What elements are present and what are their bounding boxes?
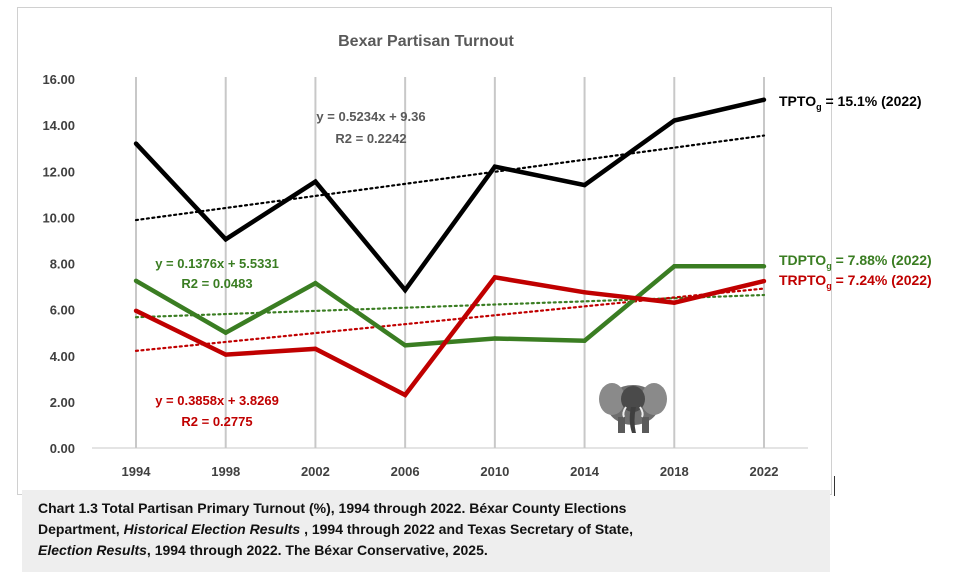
tpto-data-point: [133, 141, 139, 146]
tdpto-trendline: [134, 293, 766, 319]
elephant-image: [599, 383, 667, 433]
tdpto-data-point: [313, 280, 318, 286]
trpto-series-line: [135, 274, 765, 398]
tdpto-data-point: [582, 338, 587, 343]
trpto-data-point: [223, 352, 228, 357]
x-tick-label: 2014: [570, 464, 600, 479]
tdpto-trend-r2: R2 = 0.0483: [181, 276, 252, 291]
tdpto-trend-equation: y = 0.1376x + 5.5331: [155, 256, 279, 271]
trpto-data-point: [313, 346, 318, 352]
y-tick-label: 6.00: [50, 303, 75, 318]
trpto-trendline: [134, 287, 766, 352]
trpto-data-point: [133, 308, 139, 313]
chart-caption: Chart 1.3 Total Partisan Primary Turnout…: [22, 490, 830, 572]
x-tick-label: 1998: [211, 464, 240, 479]
x-tick-label: 2010: [480, 464, 509, 479]
tpto-data-point: [402, 287, 408, 293]
tpto-callout: TPTOg = 15.1% (2022): [779, 93, 922, 112]
x-tick-label: 1994: [122, 464, 152, 479]
x-tick-label: 2006: [391, 464, 420, 479]
x-tick-label: 2018: [660, 464, 689, 479]
tpto-trend-equation: y = 0.5234x + 9.36: [316, 109, 425, 124]
tpto-data-point: [582, 182, 587, 188]
y-tick-label: 8.00: [50, 257, 75, 272]
tpto-data-point: [492, 164, 498, 169]
y-tick-label: 10.00: [42, 210, 75, 225]
chart-title: Bexar Partisan Turnout: [338, 33, 514, 50]
tdpto-data-point: [223, 330, 228, 335]
x-axis-ticks: 1994 1998 2002 2006 2010 2014 2018 2022: [122, 464, 779, 479]
trpto-data-point: [402, 392, 408, 398]
caption-line-1: Chart 1.3 Total Partisan Primary Turnout…: [38, 500, 627, 516]
tdpto-series-line: [134, 264, 764, 348]
caption-line-3: Election Results, 1994 through 2022. The…: [38, 542, 488, 558]
y-tick-label: 16.00: [42, 72, 75, 87]
trpto-data-point: [492, 275, 498, 280]
tpto-data-point: [672, 118, 677, 123]
tdpto-data-point: [402, 343, 408, 348]
y-axis-ticks: 0.00 2.00 4.00 6.00 8.00 10.00 12.00 14.00 16.00: [42, 72, 75, 456]
tpto-data-point: [313, 179, 318, 184]
tpto-data-point: [761, 97, 767, 102]
trpto-data-point: [672, 300, 677, 305]
y-tick-label: 12.00: [42, 164, 75, 179]
trpto-callout: TRPTOg = 7.24% (2022): [779, 272, 932, 291]
trpto-trend-r2: R2 = 0.2775: [181, 414, 252, 429]
tdpto-callout: TDPTOg = 7.88% (2022): [779, 252, 932, 271]
trendlines: [134, 134, 766, 352]
trpto-trend-equation: y = 0.3858x + 3.8269: [155, 393, 279, 408]
y-tick-label: 14.00: [42, 118, 75, 133]
y-tick-label: 0.00: [50, 441, 75, 456]
tdpto-data-point: [672, 264, 677, 269]
tpto-trend-r2: R2 = 0.2242: [335, 131, 406, 146]
series-lines: [133, 97, 767, 398]
tdpto-data-point: [133, 278, 139, 283]
x-tick-label: 2002: [301, 464, 330, 479]
y-tick-label: 2.00: [50, 395, 75, 410]
x-tick-label: 2022: [750, 464, 779, 479]
tpto-series-line: [134, 97, 765, 294]
trpto-data-point: [582, 290, 587, 295]
y-tick-label: 4.00: [50, 349, 75, 364]
grid-layer: [92, 77, 808, 449]
tdpto-data-point: [492, 336, 498, 341]
tpto-data-point: [223, 237, 228, 242]
tdpto-data-point: [761, 264, 767, 269]
caption-line-2: Department, Historical Election Results …: [38, 521, 633, 537]
chart-frame: [17, 7, 832, 495]
tpto-trendline: [134, 134, 766, 222]
frame-edge-mark: [834, 476, 835, 496]
trpto-data-point: [761, 278, 767, 284]
